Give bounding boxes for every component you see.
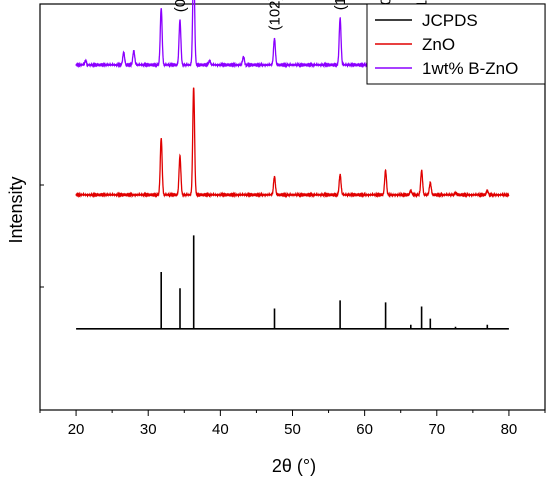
x-tick-label: 70 (428, 421, 445, 438)
series-jcpds (76, 235, 509, 330)
x-tick-label: 30 (140, 421, 157, 438)
legend: JCPDS ZnO 1wt% B-ZnO (366, 3, 546, 85)
x-tick-label: 80 (501, 421, 518, 438)
x-axis: 20 30 40 50 60 70 80 (39, 410, 546, 438)
series-layer (75, 0, 510, 330)
series-zno (75, 87, 510, 199)
legend-entry: 1wt% B-ZnO (422, 59, 518, 78)
peak-label: (110) (332, 0, 349, 10)
x-tick-label: 40 (212, 421, 229, 438)
x-tick-label: 50 (284, 421, 301, 438)
x-axis-title: 2θ (°) (272, 456, 316, 476)
peak-label: (102) (266, 0, 283, 31)
x-tick-label: 60 (356, 421, 373, 438)
y-axis-title: Intensity (6, 176, 26, 243)
x-tick-label: 20 (68, 421, 85, 438)
legend-entry: JCPDS (422, 11, 478, 30)
peak-label: (002) (172, 0, 189, 12)
legend-entry: ZnO (422, 35, 455, 54)
